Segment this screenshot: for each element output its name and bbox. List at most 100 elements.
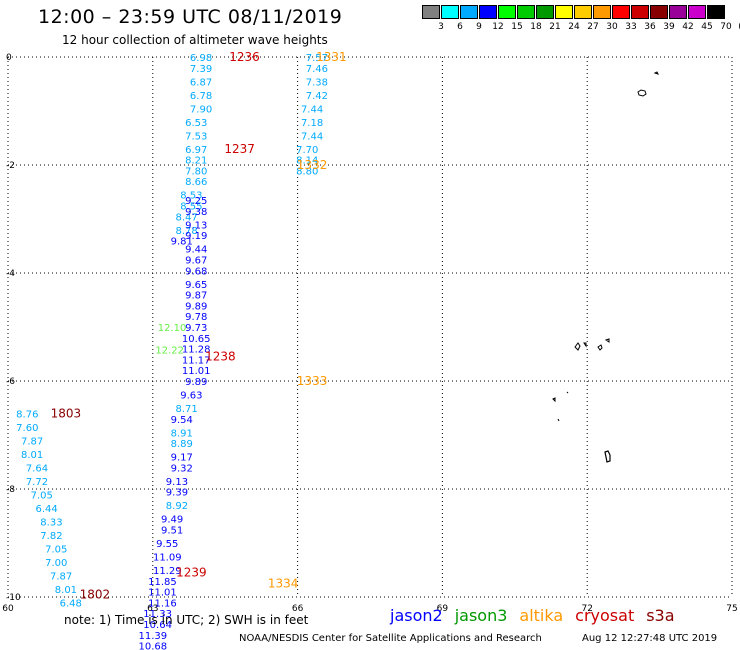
legend-cryosat: cryosat bbox=[575, 606, 635, 625]
pass-time-label: 1236 bbox=[229, 50, 260, 64]
swh-label: 7.05 bbox=[31, 490, 53, 501]
colorbar-swatch bbox=[574, 5, 592, 19]
swh-label: 12.22 bbox=[155, 346, 184, 357]
colorbar-label: 24 bbox=[568, 22, 580, 32]
colorbar-label: 70 bbox=[720, 22, 732, 32]
colorbar-swatch bbox=[422, 5, 440, 19]
swh-label: 6.78 bbox=[190, 91, 212, 102]
swh-label: 11.28 bbox=[182, 345, 211, 356]
swh-label: 9.13 bbox=[166, 477, 188, 488]
colorbar-swatch bbox=[498, 5, 516, 19]
swh-label: 7.42 bbox=[306, 91, 328, 102]
swh-label: 7.70 bbox=[296, 145, 318, 156]
pass-time-label: 1332 bbox=[297, 158, 328, 172]
colorbar-swatch bbox=[688, 5, 706, 19]
swh-label: 7.60 bbox=[16, 423, 38, 434]
y-tick-label: -4 bbox=[6, 269, 15, 279]
swh-label: 7.64 bbox=[26, 463, 48, 474]
swh-label: 11.16 bbox=[148, 598, 177, 609]
swh-label: 8.71 bbox=[175, 404, 197, 415]
swh-label: 9.39 bbox=[166, 488, 188, 499]
colorbar-label: (ft) bbox=[738, 22, 740, 32]
colorbar-swatch bbox=[650, 5, 668, 19]
swh-label: 9.81 bbox=[171, 237, 193, 248]
swh-label: 9.65 bbox=[185, 280, 207, 291]
colorbar-swatch bbox=[631, 5, 649, 19]
island-outline bbox=[574, 338, 610, 351]
swh-label: 9.73 bbox=[185, 323, 207, 334]
island-outline bbox=[604, 450, 611, 463]
swh-label: 9.55 bbox=[156, 539, 178, 550]
swh-label: 12.10 bbox=[158, 323, 187, 334]
swh-label: 7.39 bbox=[190, 64, 212, 75]
swh-label: 8.89 bbox=[171, 439, 193, 450]
swh-label: 7.82 bbox=[40, 531, 62, 542]
pass-time-label: 1238 bbox=[205, 350, 236, 364]
swh-label: 9.67 bbox=[185, 256, 207, 267]
colorbar-swatch bbox=[479, 5, 497, 19]
swh-label: 9.32 bbox=[171, 463, 193, 474]
colorbar-swatch bbox=[441, 5, 459, 19]
swh-label: 7.18 bbox=[301, 118, 323, 129]
swh-label: 7.80 bbox=[185, 166, 207, 177]
colorbar-swatch bbox=[555, 5, 573, 19]
swh-label: 8.33 bbox=[40, 517, 62, 528]
footer-credit: NOAA/NESDIS Center for Satellite Applica… bbox=[239, 633, 542, 644]
swh-label: 8.55 bbox=[180, 202, 202, 213]
swh-label: 11.01 bbox=[148, 588, 177, 599]
footer-timestamp: Aug 12 12:27:48 UTC 2019 bbox=[582, 633, 718, 644]
colorbar-label: 36 bbox=[644, 22, 656, 32]
swh-label: 7.44 bbox=[301, 104, 323, 115]
colorbar-swatch bbox=[669, 5, 687, 19]
x-tick-label: 63 bbox=[147, 604, 158, 614]
colorbar-swatch bbox=[707, 5, 725, 19]
pass-time-label: 1331 bbox=[316, 50, 347, 64]
swh-label: 8.47 bbox=[175, 212, 197, 223]
y-tick-label: -2 bbox=[6, 161, 15, 171]
swh-label: 8.91 bbox=[171, 428, 193, 439]
swh-label: 6.98 bbox=[190, 53, 212, 64]
colorbar-swatch bbox=[517, 5, 535, 19]
swh-label: 7.87 bbox=[50, 571, 72, 582]
swh-label: 8.21 bbox=[185, 156, 207, 167]
pass-time-label: 1334 bbox=[268, 577, 299, 591]
swh-label: 11.09 bbox=[153, 553, 182, 564]
swh-label: 9.54 bbox=[171, 415, 193, 426]
swh-label: 9.49 bbox=[161, 515, 183, 526]
swh-label: 9.13 bbox=[185, 220, 207, 231]
colorbar-label: 6 bbox=[457, 22, 463, 32]
pass-time-label: 1802 bbox=[80, 587, 111, 601]
swh-label: 8.53 bbox=[180, 191, 202, 202]
island-outline bbox=[552, 391, 569, 422]
legend-jason2: jason2 bbox=[390, 606, 443, 625]
swh-label: 11.01 bbox=[182, 366, 211, 377]
swh-label: 7.00 bbox=[45, 558, 67, 569]
swh-label: 9.87 bbox=[185, 291, 207, 302]
legend-jason3: jason3 bbox=[454, 606, 508, 625]
swh-label: 11.29 bbox=[153, 566, 182, 577]
swh-label: 8.01 bbox=[21, 450, 43, 461]
swh-label: 8.80 bbox=[296, 166, 318, 177]
swh-label: 8.92 bbox=[166, 501, 188, 512]
swh-label: 7.05 bbox=[45, 544, 67, 555]
colorbar-label: 39 bbox=[663, 22, 675, 32]
swh-label: 7.38 bbox=[306, 77, 328, 88]
pass-time-label: 1237 bbox=[224, 142, 255, 156]
swh-label: 8.78 bbox=[175, 226, 197, 237]
swh-label: 11.33 bbox=[143, 609, 172, 620]
swh-label: 9.44 bbox=[185, 245, 207, 256]
x-tick-label: 75 bbox=[726, 604, 737, 614]
colorbar-swatch bbox=[593, 5, 611, 19]
altimeter-points: 7.577.46 7.38 7.42 7.44 7.18 7.44 7.708.148.80… bbox=[16, 50, 346, 650]
swh-label: 8.14 bbox=[296, 156, 318, 167]
legend-altika: altika bbox=[519, 606, 564, 625]
x-tick-label: 66 bbox=[292, 604, 304, 614]
y-tick-label: -8 bbox=[6, 485, 15, 495]
colorbar-label: 3 bbox=[438, 22, 444, 32]
swh-label: 7.46 bbox=[306, 64, 328, 75]
swh-label: 10.65 bbox=[182, 334, 211, 345]
swh-label: 7.44 bbox=[301, 131, 323, 142]
island-outline bbox=[637, 71, 659, 97]
